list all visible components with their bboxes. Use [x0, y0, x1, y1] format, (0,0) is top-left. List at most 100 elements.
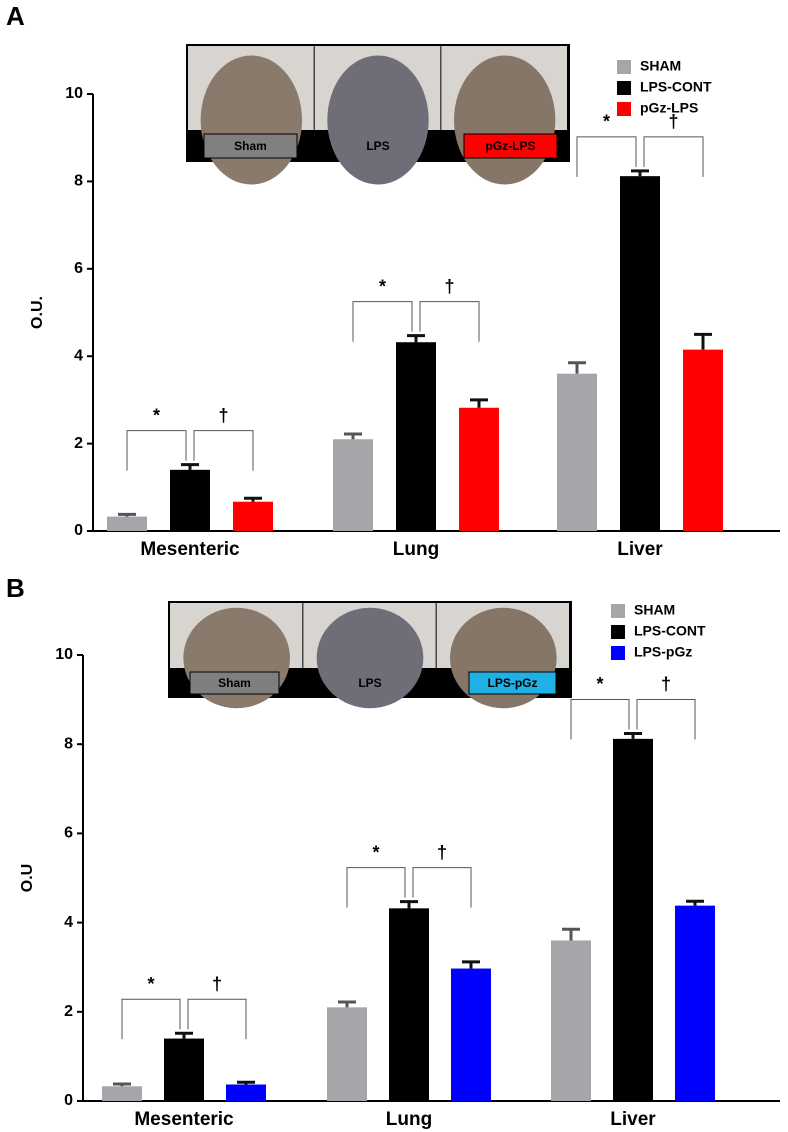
legend-swatch [611, 604, 625, 618]
error-bar [407, 334, 425, 343]
significance-mark: * [596, 674, 603, 694]
significance-mark: * [379, 276, 386, 296]
inset-photo-animal [316, 607, 424, 709]
significance-bracket [643, 136, 704, 177]
bar [683, 349, 723, 531]
bar [459, 407, 499, 531]
inset-label: Sham [218, 676, 251, 690]
inset-label-box [463, 133, 558, 159]
bar [333, 439, 373, 531]
legend-swatch [617, 102, 631, 116]
inset-label-box [189, 671, 280, 695]
inset-photo-animal [327, 55, 429, 185]
error-bar [462, 960, 480, 969]
bar [107, 516, 147, 531]
inset-label: Sham [234, 139, 267, 153]
significance-bracket [187, 998, 247, 1040]
significance-mark: * [147, 974, 154, 994]
legend-swatch [611, 646, 625, 660]
legend-swatch [617, 60, 631, 74]
legend-label: LPS-CONT [640, 79, 712, 95]
bar [451, 968, 491, 1101]
bar [557, 373, 597, 531]
error-bar [568, 361, 586, 374]
y-tick-label: 10 [55, 646, 73, 663]
bar [170, 469, 210, 531]
y-axis-label: O.U [19, 864, 36, 892]
legend-label: SHAM [634, 602, 675, 618]
bar [551, 940, 591, 1101]
x-tick-label: Mesenteric [134, 1109, 234, 1130]
significance-mark: * [153, 405, 160, 425]
legend-label: pGz-LPS [640, 100, 698, 116]
significance-bracket [352, 301, 413, 342]
y-axis-label: O.U. [29, 296, 46, 329]
error-bar [470, 398, 488, 408]
significance-bracket [126, 430, 187, 471]
significance-mark: * [603, 112, 610, 132]
significance-mark: † [668, 112, 678, 132]
significance-mark: † [212, 974, 222, 994]
significance-mark: † [661, 674, 671, 694]
y-tick-label: 8 [74, 173, 83, 190]
significance-bracket [193, 430, 254, 471]
error-bar [118, 512, 136, 517]
legend-label: LPS-pGz [634, 644, 692, 660]
error-bar [237, 1080, 255, 1085]
significance-mark: † [444, 276, 454, 296]
significance-mark: * [372, 842, 379, 862]
significance-bracket [570, 698, 630, 740]
error-bar [175, 1031, 193, 1039]
x-tick-label: Mesenteric [140, 539, 240, 560]
significance-bracket [576, 136, 637, 177]
inset-label-box [203, 133, 298, 159]
error-bar [400, 900, 418, 909]
legend-swatch [611, 625, 625, 639]
error-bar [338, 1000, 356, 1008]
y-tick-label: 2 [74, 435, 83, 452]
inset-photo-animal [454, 55, 556, 185]
y-tick-label: 6 [64, 825, 73, 842]
bar [164, 1038, 204, 1101]
error-bar [624, 731, 642, 739]
error-bar [631, 169, 649, 177]
x-tick-label: Lung [393, 539, 439, 560]
bar [675, 905, 715, 1101]
bar [102, 1086, 142, 1101]
y-tick-label: 10 [65, 85, 83, 102]
error-bar [694, 332, 712, 350]
error-bar [113, 1082, 131, 1087]
legend-label: SHAM [640, 58, 681, 74]
inset-label: LPS [358, 676, 381, 690]
panel-label: A [6, 1, 25, 31]
bar [233, 501, 273, 531]
inset-label: LPS [366, 139, 389, 153]
y-tick-label: 4 [74, 347, 83, 364]
error-bar [181, 463, 199, 470]
bar [613, 738, 653, 1101]
bar [396, 342, 436, 531]
significance-bracket [412, 867, 472, 908]
significance-bracket [346, 867, 406, 908]
y-tick-label: 6 [74, 260, 83, 277]
inset-label-box [468, 671, 557, 695]
legend-label: LPS-CONT [634, 623, 706, 639]
inset-label: LPS-pGz [488, 676, 538, 690]
error-bar [686, 899, 704, 906]
legend-swatch [617, 81, 631, 95]
x-tick-label: Liver [617, 539, 663, 560]
y-tick-label: 0 [74, 522, 83, 539]
y-tick-label: 4 [64, 914, 73, 931]
bar [226, 1084, 266, 1101]
error-bar [244, 496, 262, 502]
significance-bracket [419, 301, 480, 342]
error-bar [344, 432, 362, 440]
significance-bracket [636, 698, 696, 740]
y-tick-label: 0 [64, 1092, 73, 1109]
panel-label: B [6, 573, 25, 603]
significance-bracket [121, 998, 181, 1040]
inset-photo-animal [200, 55, 302, 185]
bar [327, 1007, 367, 1101]
significance-mark: † [218, 405, 228, 425]
